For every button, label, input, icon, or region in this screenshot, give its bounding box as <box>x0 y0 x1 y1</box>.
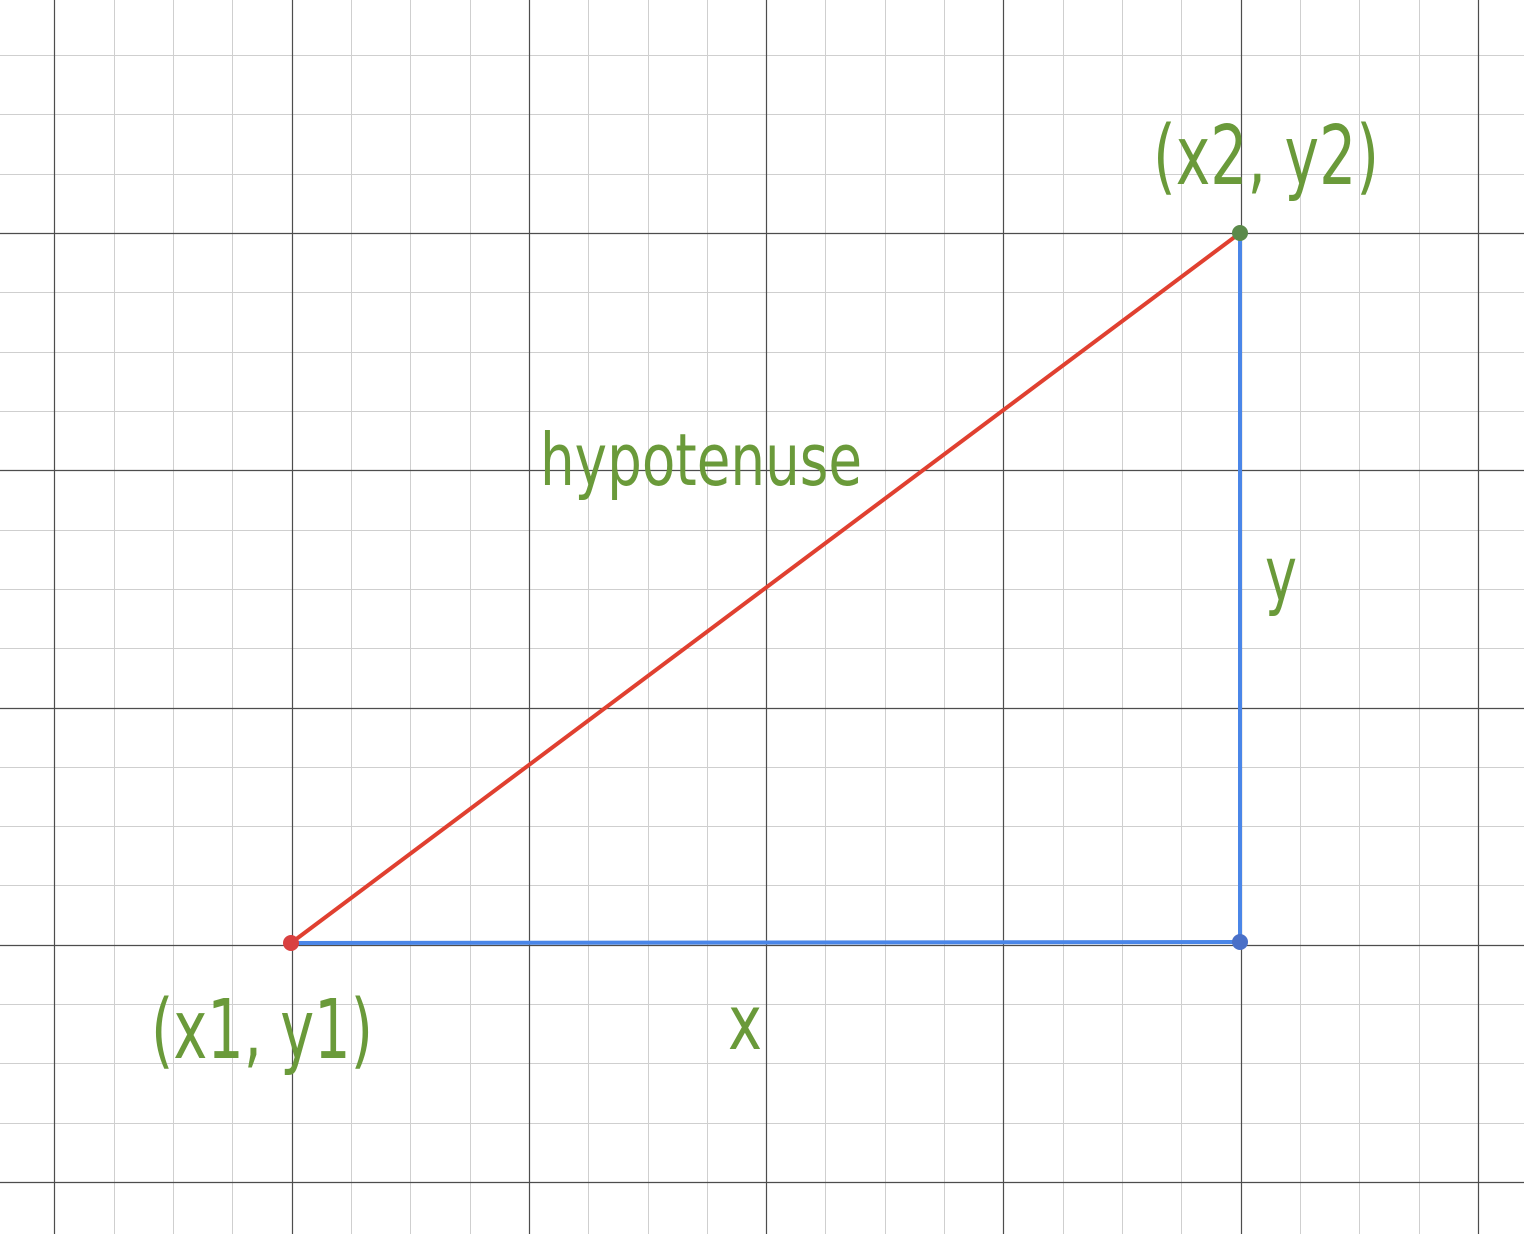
right-angle-corner-marker <box>1232 934 1248 950</box>
leg-y-label: y <box>1265 529 1297 618</box>
hypotenuse-label: hypotenuse <box>540 418 862 502</box>
point2-label: (x2, y2) <box>1153 109 1379 204</box>
leg-x-line <box>289 940 1242 945</box>
hypotenuse-line <box>289 231 1242 945</box>
point2-marker <box>1232 225 1248 241</box>
point1-label: (x1, y1) <box>151 983 373 1078</box>
leg-x-label: x <box>728 978 762 1067</box>
point1-marker <box>283 935 299 951</box>
